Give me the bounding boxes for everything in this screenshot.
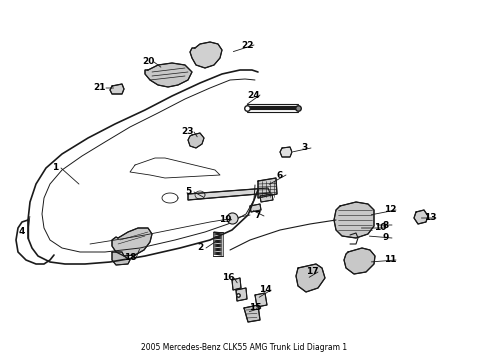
Text: 15: 15 [248,303,261,312]
Text: 6: 6 [276,171,283,180]
Text: 19: 19 [218,216,231,225]
Polygon shape [249,204,261,212]
Polygon shape [254,293,266,307]
Text: 16: 16 [221,274,234,283]
Polygon shape [260,194,272,202]
Text: 13: 13 [423,213,435,222]
Text: 3: 3 [301,144,307,153]
Polygon shape [145,63,192,87]
Polygon shape [343,248,374,274]
Text: 8: 8 [382,220,388,230]
Polygon shape [187,188,269,200]
Polygon shape [231,278,241,290]
Polygon shape [110,84,124,94]
Text: 5: 5 [184,188,191,197]
Text: 21: 21 [94,84,106,93]
Text: 2005 Mercedes-Benz CLK55 AMG Trunk Lid Diagram 1: 2005 Mercedes-Benz CLK55 AMG Trunk Lid D… [141,343,346,352]
Polygon shape [187,133,203,148]
Text: 18: 18 [123,253,136,262]
Text: 14: 14 [258,285,271,294]
Polygon shape [190,42,222,68]
Polygon shape [258,178,276,198]
Polygon shape [244,305,260,322]
Polygon shape [236,288,246,301]
Polygon shape [280,147,291,157]
Text: 23: 23 [182,127,194,136]
Text: 22: 22 [241,40,254,49]
Text: 17: 17 [305,267,318,276]
Polygon shape [295,264,325,292]
Text: 10: 10 [373,224,386,233]
Polygon shape [413,210,427,224]
Text: 4: 4 [19,228,25,237]
Text: 7: 7 [254,211,261,220]
Polygon shape [112,252,130,265]
Text: 20: 20 [142,58,154,67]
Polygon shape [333,202,373,238]
Text: 1: 1 [52,163,58,172]
Text: 24: 24 [247,90,260,99]
Text: 12: 12 [383,206,395,215]
Polygon shape [112,228,152,256]
Text: 11: 11 [383,256,395,265]
Text: 2: 2 [197,243,203,252]
Text: 9: 9 [382,234,388,243]
